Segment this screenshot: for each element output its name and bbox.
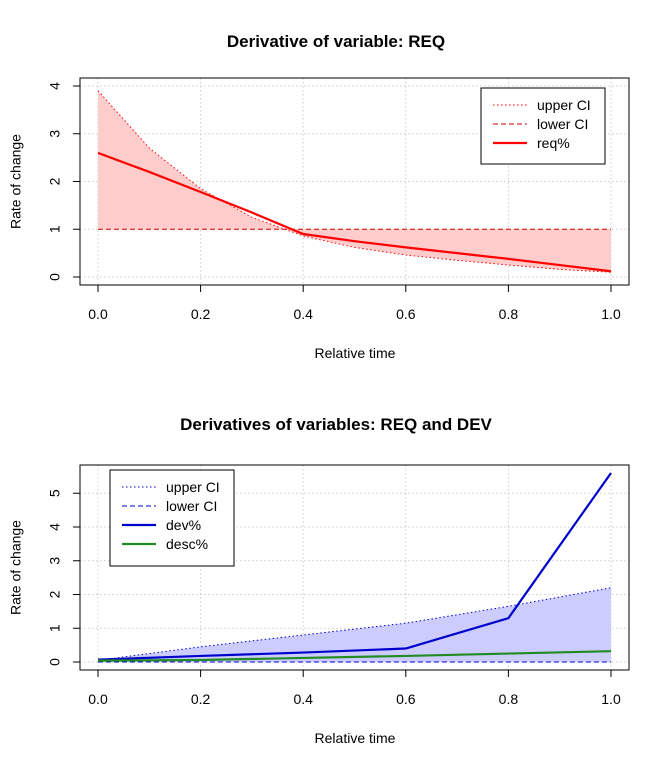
- legend: upper CI lower CI dev% desc%: [109, 469, 235, 567]
- series-line-upper-ci: [97, 90, 612, 273]
- legend-label: lower CI: [537, 116, 588, 132]
- x-tick-label: 0.0: [88, 306, 108, 322]
- legend-label: desc%: [166, 536, 208, 552]
- legend: upper CI lower CI req%: [480, 87, 606, 165]
- legend-label: lower CI: [166, 498, 217, 514]
- ci-band: [98, 587, 611, 662]
- y-tick-label: 4: [47, 82, 63, 90]
- x-tick-label: 0.4: [293, 306, 313, 322]
- y-tick-label: 1: [47, 225, 63, 233]
- chart-title: Derivatives of variables: REQ and DEV: [180, 415, 492, 434]
- x-axis-label: Relative time: [315, 730, 396, 746]
- chart-title: Derivative of variable: REQ: [227, 32, 445, 51]
- series-line-dev-: [97, 472, 612, 661]
- y-tick-label: 4: [47, 523, 63, 531]
- legend-label: upper CI: [166, 479, 220, 495]
- chart-panel-1: Derivative of variable: REQ 0.0 0.2 0.4 0.6 0…: [8, 32, 630, 361]
- x-tick-label: 0.6: [396, 306, 416, 322]
- ci-band: [98, 90, 611, 273]
- series-line-req-: [97, 151, 612, 273]
- x-tick-label: 0.8: [499, 306, 519, 322]
- y-tick-label: 2: [47, 590, 63, 598]
- chart-panel-2: Derivatives of variables: REQ and DEV 0.0…: [8, 415, 630, 746]
- x-tick-label: 0.2: [191, 691, 211, 707]
- legend-label: upper CI: [537, 97, 591, 113]
- x-tick-label: 1.0: [601, 691, 621, 707]
- y-tick-label: 1: [47, 624, 63, 632]
- legend-label: dev%: [166, 517, 201, 533]
- y-tick-label: 3: [47, 130, 63, 138]
- x-tick-label: 0.8: [499, 691, 519, 707]
- y-axis-label: Rate of change: [8, 134, 24, 229]
- y-tick-label: 5: [47, 489, 63, 497]
- series-line-desc-: [97, 650, 612, 662]
- y-tick-label: 3: [47, 557, 63, 565]
- x-tick-label: 0.2: [191, 306, 211, 322]
- x-tick-label: 1.0: [601, 306, 621, 322]
- y-tick-label: 0: [47, 658, 63, 666]
- x-tick-label: 0.0: [88, 691, 108, 707]
- y-tick-label: 0: [47, 273, 63, 281]
- x-axis-label: Relative time: [315, 345, 396, 361]
- y-tick-label: 2: [47, 177, 63, 185]
- legend-label: req%: [537, 135, 570, 151]
- x-tick-label: 0.4: [293, 691, 313, 707]
- x-tick-label: 0.6: [396, 691, 416, 707]
- legend-box: [480, 87, 606, 165]
- y-axis-label: Rate of change: [8, 520, 24, 615]
- plot-frame: [79, 464, 630, 671]
- legend-box: [109, 469, 235, 567]
